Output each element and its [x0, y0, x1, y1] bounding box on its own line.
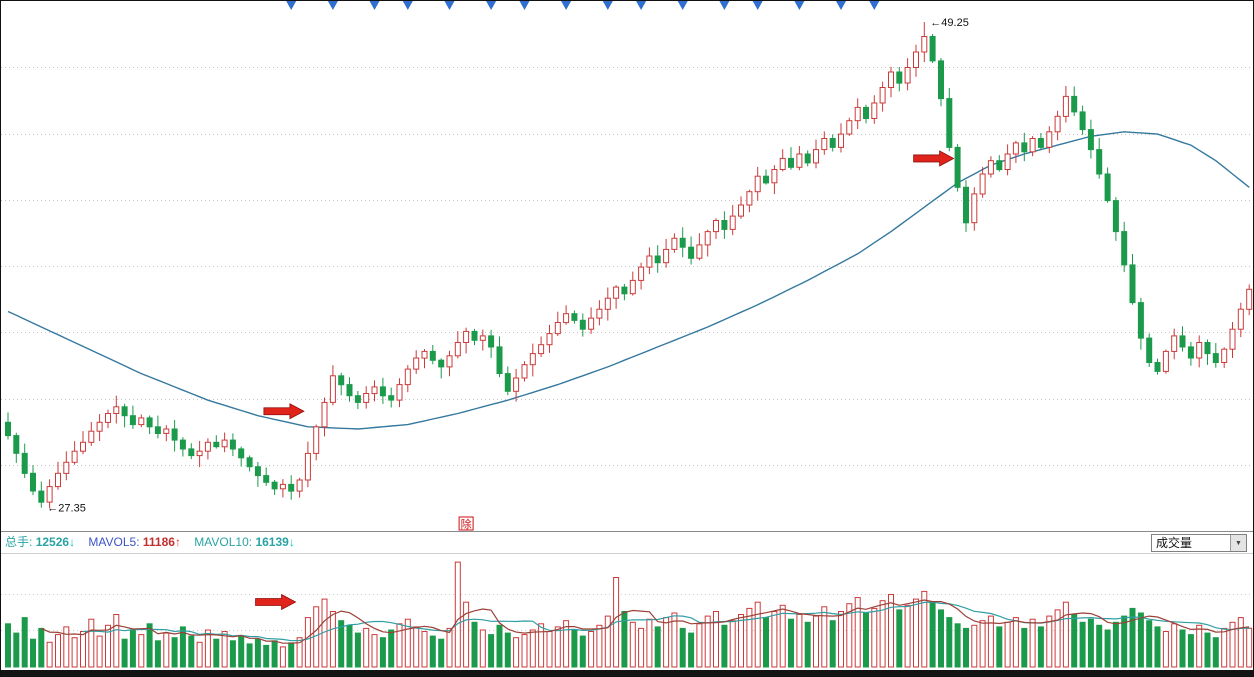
mavol10-down-arrow-icon: ↓ — [288, 535, 295, 549]
mavol5-label: MAVOL5: — [88, 535, 140, 549]
candlestick-chart[interactable]: ←49.25 ←27.35 除 — [1, 1, 1253, 531]
volume-panel-header: 总手: 12526↓ MAVOL5: 11186↑ MAVOL10: 16139… — [1, 531, 1253, 554]
mavol5-up-arrow-icon: ↑ — [174, 535, 181, 549]
indicator-dropdown[interactable]: 成交量 ▼ — [1151, 534, 1247, 552]
svg-text:除: 除 — [461, 517, 472, 531]
volume-chart-panel[interactable] — [1, 554, 1253, 670]
svg-text:←27.35: ←27.35 — [47, 503, 86, 515]
dropdown-chevron-down-icon[interactable]: ▼ — [1230, 535, 1246, 551]
window-bottom-border — [1, 670, 1253, 676]
total-volume-readout: 总手: 12526↓ — [5, 535, 75, 549]
mavol5-readout: MAVOL5: 11186↑ — [88, 535, 181, 549]
mavol5-value: 11186 — [142, 535, 175, 549]
candlestick-chart-panel[interactable]: ←49.25 ←27.35 除 — [1, 1, 1253, 531]
total-volume-value: 12526 — [35, 535, 70, 549]
total-volume-label: 总手: — [5, 535, 33, 549]
mavol10-label: MAVOL10: — [194, 535, 253, 549]
mavol10-value: 16139 — [255, 535, 289, 549]
svg-text:←49.25: ←49.25 — [930, 17, 969, 29]
indicator-dropdown-value: 成交量 — [1156, 536, 1193, 550]
volume-chart[interactable] — [1, 554, 1253, 670]
total-volume-down-arrow-icon: ↓ — [69, 535, 76, 549]
mavol10-readout: MAVOL10: 16139↓ — [194, 535, 295, 549]
